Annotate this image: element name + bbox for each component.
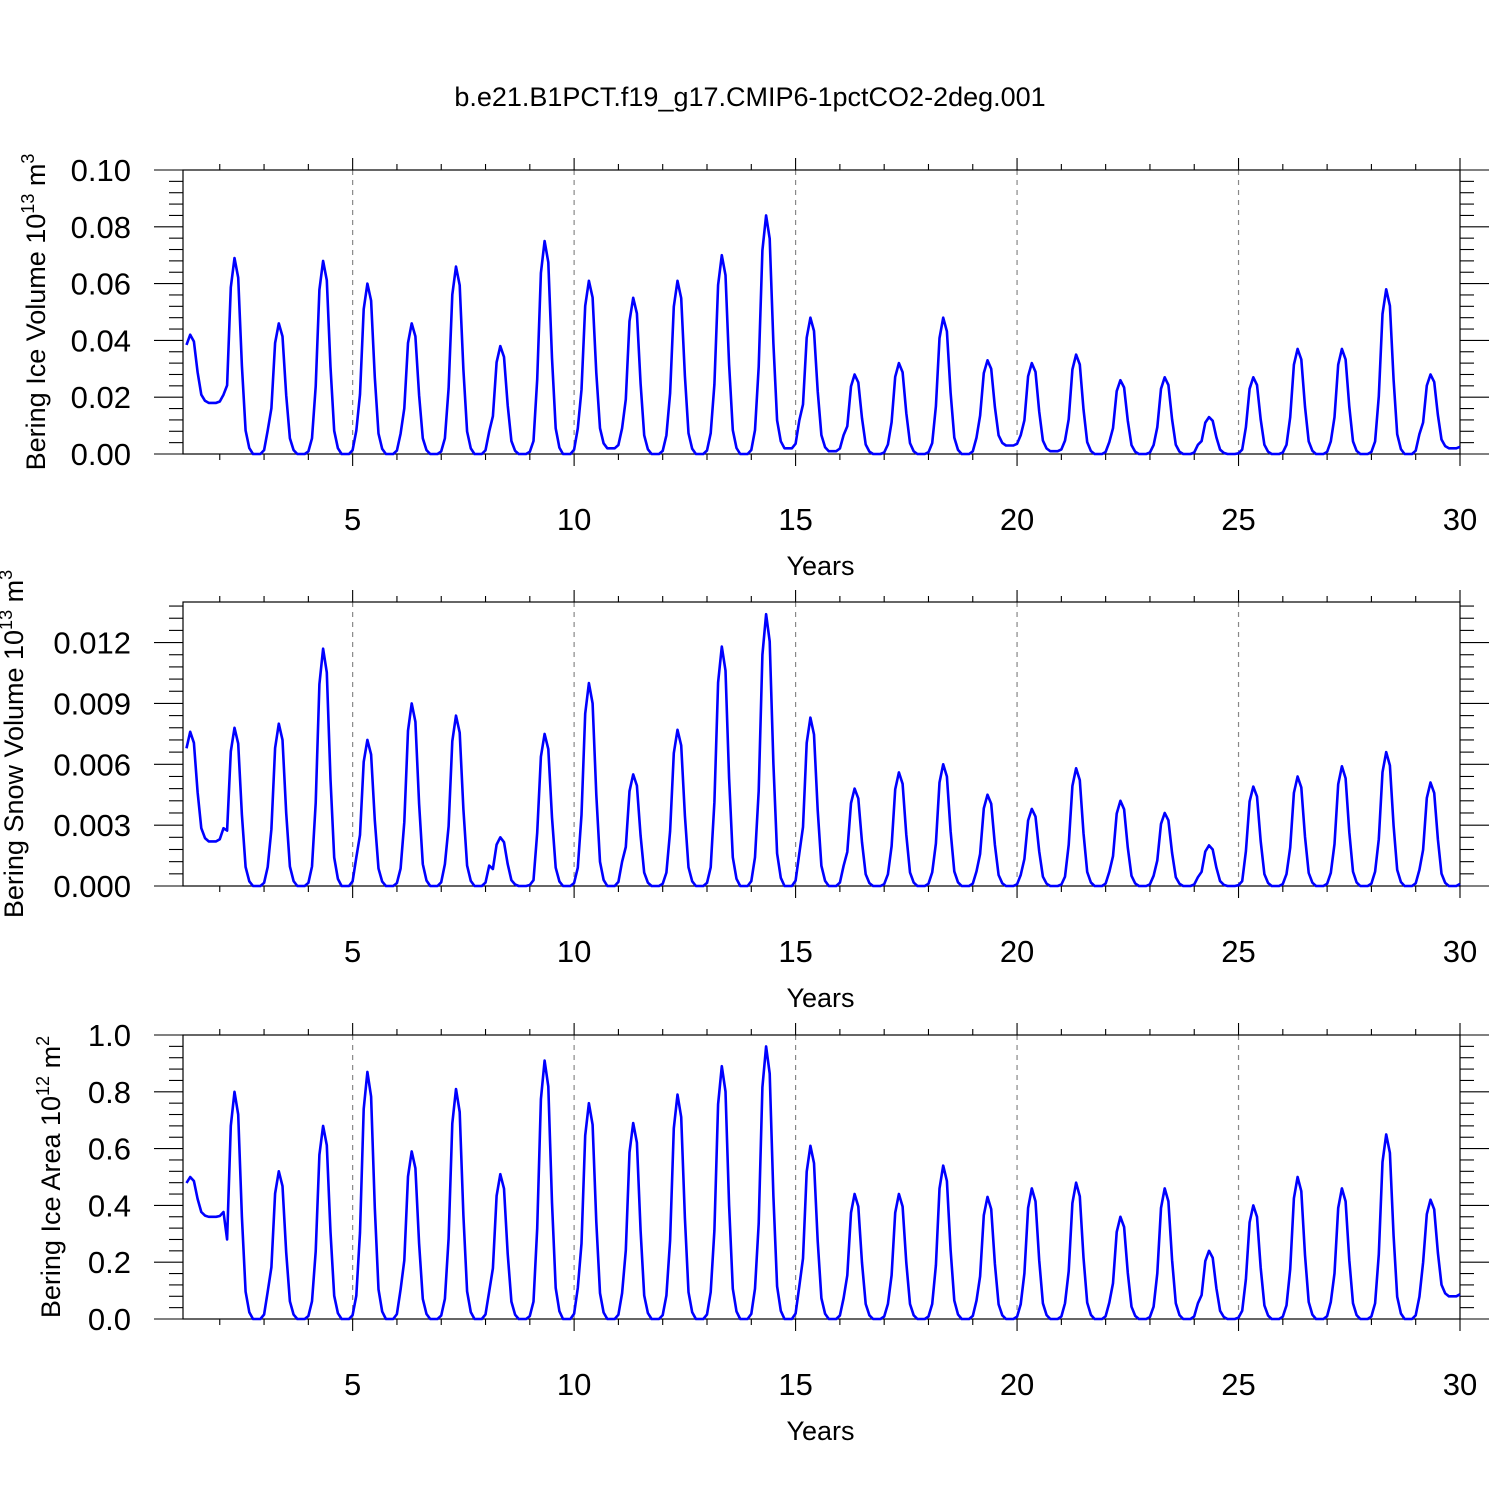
y-tick-label: 0.4 — [88, 1188, 131, 1223]
x-tick-label: 20 — [1000, 934, 1034, 969]
x-tick-label: 5 — [344, 1367, 361, 1402]
x-tick-label: 15 — [778, 502, 812, 537]
y-tick-label: 0.009 — [53, 686, 131, 721]
plot-frame — [182, 169, 1461, 455]
x-tick-label: 5 — [344, 934, 361, 969]
y-axis-label: Bering Snow Volume 1013 m3 — [0, 570, 29, 918]
chart-title: b.e21.B1PCT.f19_g17.CMIP6-1pctCO2-2deg.0… — [454, 82, 1045, 112]
panel-3: 5 10 15 20 25 30 Years 0.0 0.2 0.4 0.6 0.8 1.0 Bering… — [33, 1018, 1489, 1446]
x-tick-label: 30 — [1443, 502, 1477, 537]
series-line — [185, 1045, 1461, 1321]
y-tick-label: 0.8 — [88, 1075, 131, 1110]
series-line — [185, 214, 1461, 456]
x-tick-label: 25 — [1221, 934, 1255, 969]
y-axis-label-exponent: 13 — [18, 194, 38, 214]
y-tick-label: 0.2 — [88, 1245, 131, 1280]
y-axis-label-exponent: 12 — [33, 1076, 53, 1096]
y-tick-label: 0.6 — [88, 1132, 131, 1167]
panel-2: 5 10 15 20 25 30 Years 0.000 0.003 0.006 0.009 0.01… — [0, 570, 1489, 1013]
x-tick-label: 10 — [557, 502, 591, 537]
x-tick-label: 5 — [344, 502, 361, 537]
y-axis-label-unit-exponent: 3 — [18, 154, 38, 164]
y-axis-label: Bering Ice Volume 1013 m3 — [18, 154, 51, 471]
x-tick-label: 20 — [1000, 502, 1034, 537]
x-tick-label: 30 — [1443, 934, 1477, 969]
plot-frame — [182, 601, 1461, 887]
y-tick-label: 0.06 — [71, 267, 131, 302]
x-tick-label: 25 — [1221, 502, 1255, 537]
plot-frame — [182, 1034, 1461, 1320]
y-tick-label: 0.02 — [71, 380, 131, 415]
y-axis-label: Bering Ice Area 1012 m2 — [33, 1036, 66, 1318]
x-tick-label: 25 — [1221, 1367, 1255, 1402]
y-axis-label-main: Bering Ice Volume 10 — [21, 214, 51, 471]
y-tick-label: 0.006 — [53, 747, 131, 782]
x-axis-label: Years — [786, 551, 854, 581]
y-tick-label: 0.10 — [71, 153, 131, 188]
series-line — [185, 612, 1461, 888]
y-axis-label-unit: m — [0, 580, 29, 610]
y-tick-label: 0.003 — [53, 808, 131, 843]
x-tick-label: 10 — [557, 1367, 591, 1402]
y-axis-label-unit: m — [36, 1046, 66, 1076]
x-axis-label: Years — [786, 983, 854, 1013]
x-axis-label: Years — [786, 1416, 854, 1446]
y-axis-label-unit-exponent: 3 — [0, 570, 16, 580]
x-tick-label: 15 — [778, 934, 812, 969]
x-tick-label: 10 — [557, 934, 591, 969]
y-axis-label-main: Bering Snow Volume 10 — [0, 630, 29, 918]
y-tick-label: 0.0 — [88, 1302, 131, 1337]
y-axis-label-exponent: 13 — [0, 610, 16, 630]
y-tick-label: 0.04 — [71, 323, 131, 358]
panels: 5 10 15 20 25 30Years0.000.020.040.060.080.10… — [0, 153, 1489, 1446]
y-tick-label: 0.00 — [71, 437, 131, 472]
y-axis-label-unit-exponent: 2 — [33, 1036, 53, 1046]
y-axis-label-unit: m — [21, 164, 51, 194]
y-tick-label: 0.08 — [71, 210, 131, 245]
x-tick-label: 20 — [1000, 1367, 1034, 1402]
y-tick-label: 1.0 — [88, 1018, 131, 1053]
x-tick-label: 30 — [1443, 1367, 1477, 1402]
x-tick-label: 15 — [778, 1367, 812, 1402]
y-axis-label-main: Bering Ice Area 10 — [36, 1096, 66, 1318]
panel-1: 5 10 15 20 25 30 Years 0.00 0.02 0.04 0.06 0.08 0.10… — [18, 153, 1489, 581]
y-tick-label: 0.000 — [53, 869, 131, 904]
y-tick-label: 0.012 — [53, 626, 131, 661]
